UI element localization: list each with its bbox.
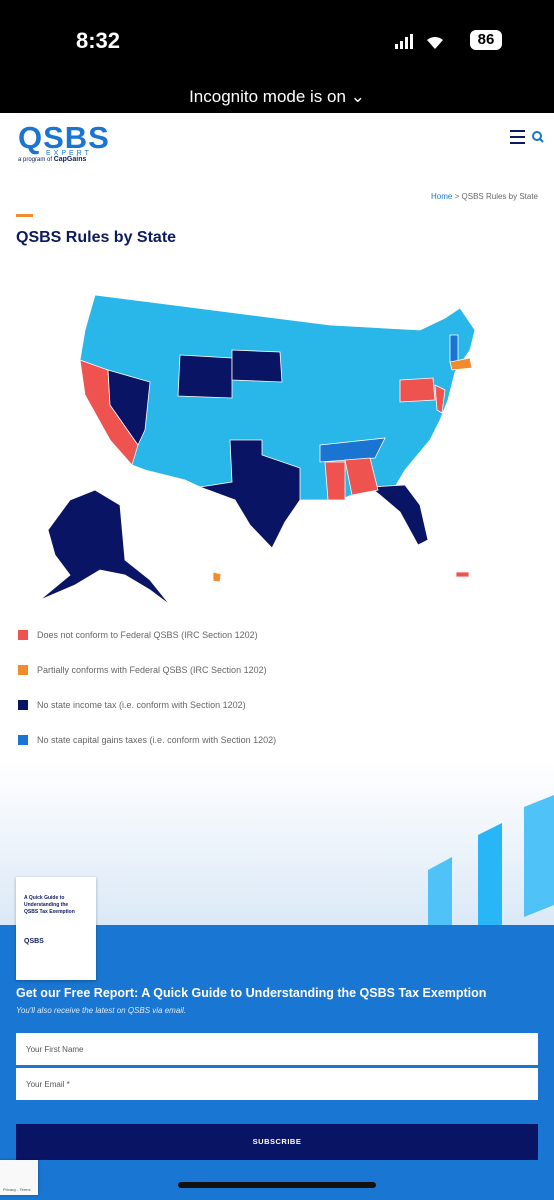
state bbox=[107, 369, 151, 446]
program-text: a program of bbox=[18, 157, 53, 163]
home-indicator bbox=[178, 1182, 376, 1188]
recaptcha: Privacy - Terms bbox=[0, 1160, 38, 1195]
legend-label: Does not conform to Federal QSBS (IRC Se… bbox=[37, 630, 258, 640]
state bbox=[449, 357, 473, 371]
breadcrumb-current: QSBS Rules by State bbox=[461, 192, 538, 201]
signup-subtext: You'll also receive the latest on QSBS v… bbox=[16, 1006, 187, 1015]
decor-bars bbox=[428, 795, 554, 942]
legend-label: Partially conforms with Federal QSBS (IR… bbox=[37, 665, 267, 675]
accent-bar bbox=[16, 214, 33, 217]
signal-icons bbox=[395, 34, 443, 49]
legend-item: No state capital gains taxes (i.e. confo… bbox=[18, 735, 276, 745]
cover-logo: QSBS bbox=[24, 938, 44, 945]
breadcrumb: Home > QSBS Rules by State bbox=[431, 192, 538, 201]
incognito-banner[interactable]: Incognito mode is on ⌄ bbox=[189, 87, 365, 106]
us-map bbox=[39, 294, 476, 606]
legend-label: No state income tax (i.e. conform with S… bbox=[37, 700, 246, 710]
state bbox=[204, 539, 222, 583]
state bbox=[455, 571, 470, 578]
battery: 86 bbox=[470, 30, 502, 50]
state bbox=[344, 457, 379, 496]
menu-icons[interactable] bbox=[508, 128, 544, 146]
legend-label: No state capital gains taxes (i.e. confo… bbox=[37, 735, 277, 745]
legend-swatch bbox=[18, 735, 28, 745]
status-bar: 8:32 86 Incognito mode is on ⌄ bbox=[0, 0, 554, 113]
state bbox=[449, 334, 459, 363]
signup-heading: Get our Free Report: A Quick Guide to Un… bbox=[16, 986, 487, 1000]
partner: CapGains bbox=[53, 156, 87, 163]
legend-swatch bbox=[18, 665, 28, 675]
state bbox=[368, 484, 429, 546]
legend-swatch bbox=[18, 630, 28, 640]
logo[interactable]: QSBS bbox=[18, 120, 110, 155]
report-cover: A Quick Guide to Understanding the QSBS … bbox=[16, 877, 96, 980]
state bbox=[39, 489, 171, 606]
incognito-text: Incognito mode is on bbox=[189, 87, 346, 106]
state bbox=[399, 377, 436, 403]
first-name-input[interactable]: Your First Name bbox=[16, 1033, 538, 1065]
legend-item: No state income tax (i.e. conform with S… bbox=[18, 700, 246, 710]
program-line: a program of CapGains bbox=[18, 156, 86, 163]
breadcrumb-home[interactable]: Home bbox=[431, 192, 453, 201]
state bbox=[319, 437, 386, 463]
subscribe-button[interactable]: SUBSCRIBE bbox=[16, 1124, 538, 1160]
state bbox=[434, 384, 446, 414]
state bbox=[198, 439, 301, 549]
time: 8:32 bbox=[76, 28, 121, 53]
cover-title: A Quick Guide to Understanding the QSBS … bbox=[24, 895, 75, 915]
legend-item: Partially conforms with Federal QSBS (IR… bbox=[18, 665, 267, 675]
email-input[interactable]: Your Email * bbox=[16, 1068, 538, 1100]
state bbox=[231, 349, 283, 383]
logo-tagline: EXPERT bbox=[46, 150, 92, 157]
legend-item: Does not conform to Federal QSBS (IRC Se… bbox=[18, 630, 258, 640]
state bbox=[177, 354, 233, 399]
page-title: QSBS Rules by State bbox=[16, 229, 177, 246]
legend-swatch bbox=[18, 700, 28, 710]
breadcrumb-sep: > bbox=[454, 192, 460, 201]
state bbox=[324, 461, 346, 501]
